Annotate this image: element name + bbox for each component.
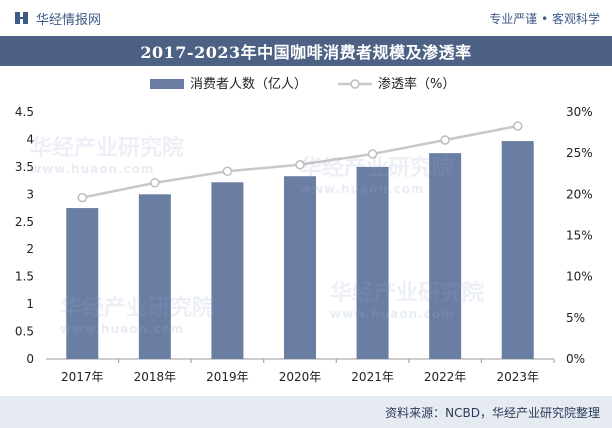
y-right-tick-label: 0% (566, 352, 585, 366)
y-left-tick-label: 1 (26, 297, 34, 311)
x-tick-label: 2020年 (279, 370, 322, 384)
bar (501, 141, 534, 359)
brand: 华经情报网 (14, 9, 102, 28)
y-left-tick-label: 4 (26, 132, 34, 146)
x-tick-label: 2023年 (496, 370, 539, 384)
bar (429, 153, 462, 359)
chart-title: 2017-2023年中国咖啡消费者规模及渗透率 (0, 36, 612, 66)
y-left-tick-label: 3 (26, 187, 34, 201)
y-left-tick-label: 4.5 (15, 105, 34, 119)
bar (66, 208, 99, 359)
y-right-tick-label: 30% (566, 105, 593, 119)
y-right-tick-label: 20% (566, 187, 593, 201)
line-point (222, 166, 233, 177)
y-right-tick-label: 10% (566, 270, 593, 284)
line-point (295, 159, 305, 170)
line-point (77, 192, 88, 203)
line-point (440, 135, 450, 145)
bar (211, 182, 244, 359)
footer: 资料来源：NCBD，华经产业研究院整理 (0, 396, 612, 428)
slogan: 专业严谨 • 客观科学 (489, 12, 600, 26)
x-tick-label: 2019年 (206, 370, 249, 384)
y-left-tick-label: 0.5 (15, 325, 34, 339)
brand-logo-icon (15, 12, 28, 24)
y-right-tick-label: 5% (566, 311, 585, 325)
source-note: 资料来源：NCBD，华经产业研究院整理 (385, 406, 600, 420)
line-point (367, 149, 378, 159)
x-tick-label: 2018年 (134, 370, 177, 384)
top-bar: 华经情报网 专业严谨 • 客观科学 (0, 0, 612, 36)
bar (284, 176, 316, 359)
y-left-tick-label: 3.5 (15, 160, 34, 174)
y-left-tick-label: 2.5 (15, 215, 34, 229)
bar (138, 194, 171, 359)
x-tick-label: 2022年 (424, 370, 467, 384)
line-point (150, 178, 160, 188)
bar (356, 166, 389, 359)
y-right-tick-label: 15% (566, 229, 593, 243)
legend-bar-label: 消费者人数（亿人） (190, 77, 307, 92)
legend-line-marker (350, 79, 360, 89)
legend-line-label: 渗透率（%） (378, 76, 455, 92)
chart: 消费者人数（亿人） 渗透率（%） 0 0.5 1 1.5 2 2.5 3 3.5 4 4.5 0% 5% 1… (15, 76, 593, 384)
y-left-tick-label: 2 (26, 242, 34, 256)
y-left-tick-label: 1.5 (15, 270, 34, 284)
y-left-tick-label: 0 (26, 352, 34, 366)
brand-name: 华经情报网 (36, 12, 102, 28)
line-point (512, 121, 523, 131)
x-tick-label: 2021年 (351, 370, 394, 384)
legend-bar-swatch (150, 79, 184, 89)
y-right-tick-label: 25% (566, 146, 593, 160)
x-tick-label: 2017年 (61, 370, 104, 384)
